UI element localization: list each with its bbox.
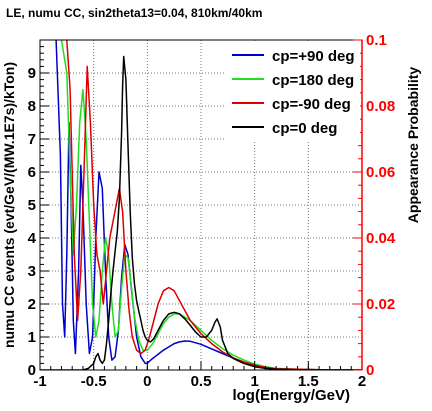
y-axis-label: numu CC events (evt/GeV/(MW.1E7s)/kTon)	[1, 62, 17, 348]
series-line-2	[66, 40, 362, 370]
y2-tick-label: 0.1	[366, 32, 387, 49]
x-axis-label: log(Energy/GeV)	[232, 387, 350, 404]
legend: cp=+90 deg cp=180 deg cp=-90 deg cp=0 deg	[226, 41, 360, 141]
y-tick-label: 5	[28, 197, 36, 214]
x-tick-label: -1	[33, 373, 46, 390]
axes: -1 -0.5 0 0.5 1 1.5 2012345678900.020.040.060.…	[28, 32, 396, 390]
legend-entry-label: cp=-90 deg	[272, 96, 351, 113]
y2-tick-label: 0.02	[366, 296, 395, 313]
y-tick-label: 0	[28, 362, 36, 379]
x-tick-label: 0.5	[191, 373, 212, 390]
chart-title: LE, numu CC, sin2theta13=0.04, 810km/40k…	[6, 6, 263, 20]
y2-tick-label: 0.08	[366, 98, 395, 115]
series-line-3	[40, 55, 362, 370]
x-tick-label: 2	[358, 373, 366, 390]
y-tick-label: 9	[28, 65, 36, 82]
y-tick-label: 8	[28, 98, 36, 115]
y-tick-label: 6	[28, 164, 36, 181]
y-tick-label: 4	[28, 230, 37, 247]
y-tick-label: 2	[28, 296, 36, 313]
y2-tick-label: 0	[366, 362, 374, 379]
y-tick-label: 1	[28, 329, 36, 346]
y-tick-label: 7	[28, 131, 36, 148]
y2-tick-label: 0.04	[366, 230, 396, 247]
legend-box	[226, 41, 360, 141]
x-tick-label: -0.5	[81, 373, 107, 390]
legend-entry-label: cp=0 deg	[272, 120, 337, 137]
x-tick-label: 0	[143, 373, 151, 390]
y2-tick-label: 0.06	[366, 164, 395, 181]
series-line-1	[60, 40, 362, 370]
y-tick-label: 3	[28, 263, 36, 280]
series-layer	[40, 40, 362, 370]
legend-entry-label: cp=+90 deg	[272, 48, 355, 65]
legend-entry-label: cp=180 deg	[272, 72, 354, 89]
x-tick-label: 1	[250, 373, 258, 390]
x-tick-label: 1.5	[298, 373, 319, 390]
y2-axis-label: Appearance Probability	[405, 67, 421, 224]
